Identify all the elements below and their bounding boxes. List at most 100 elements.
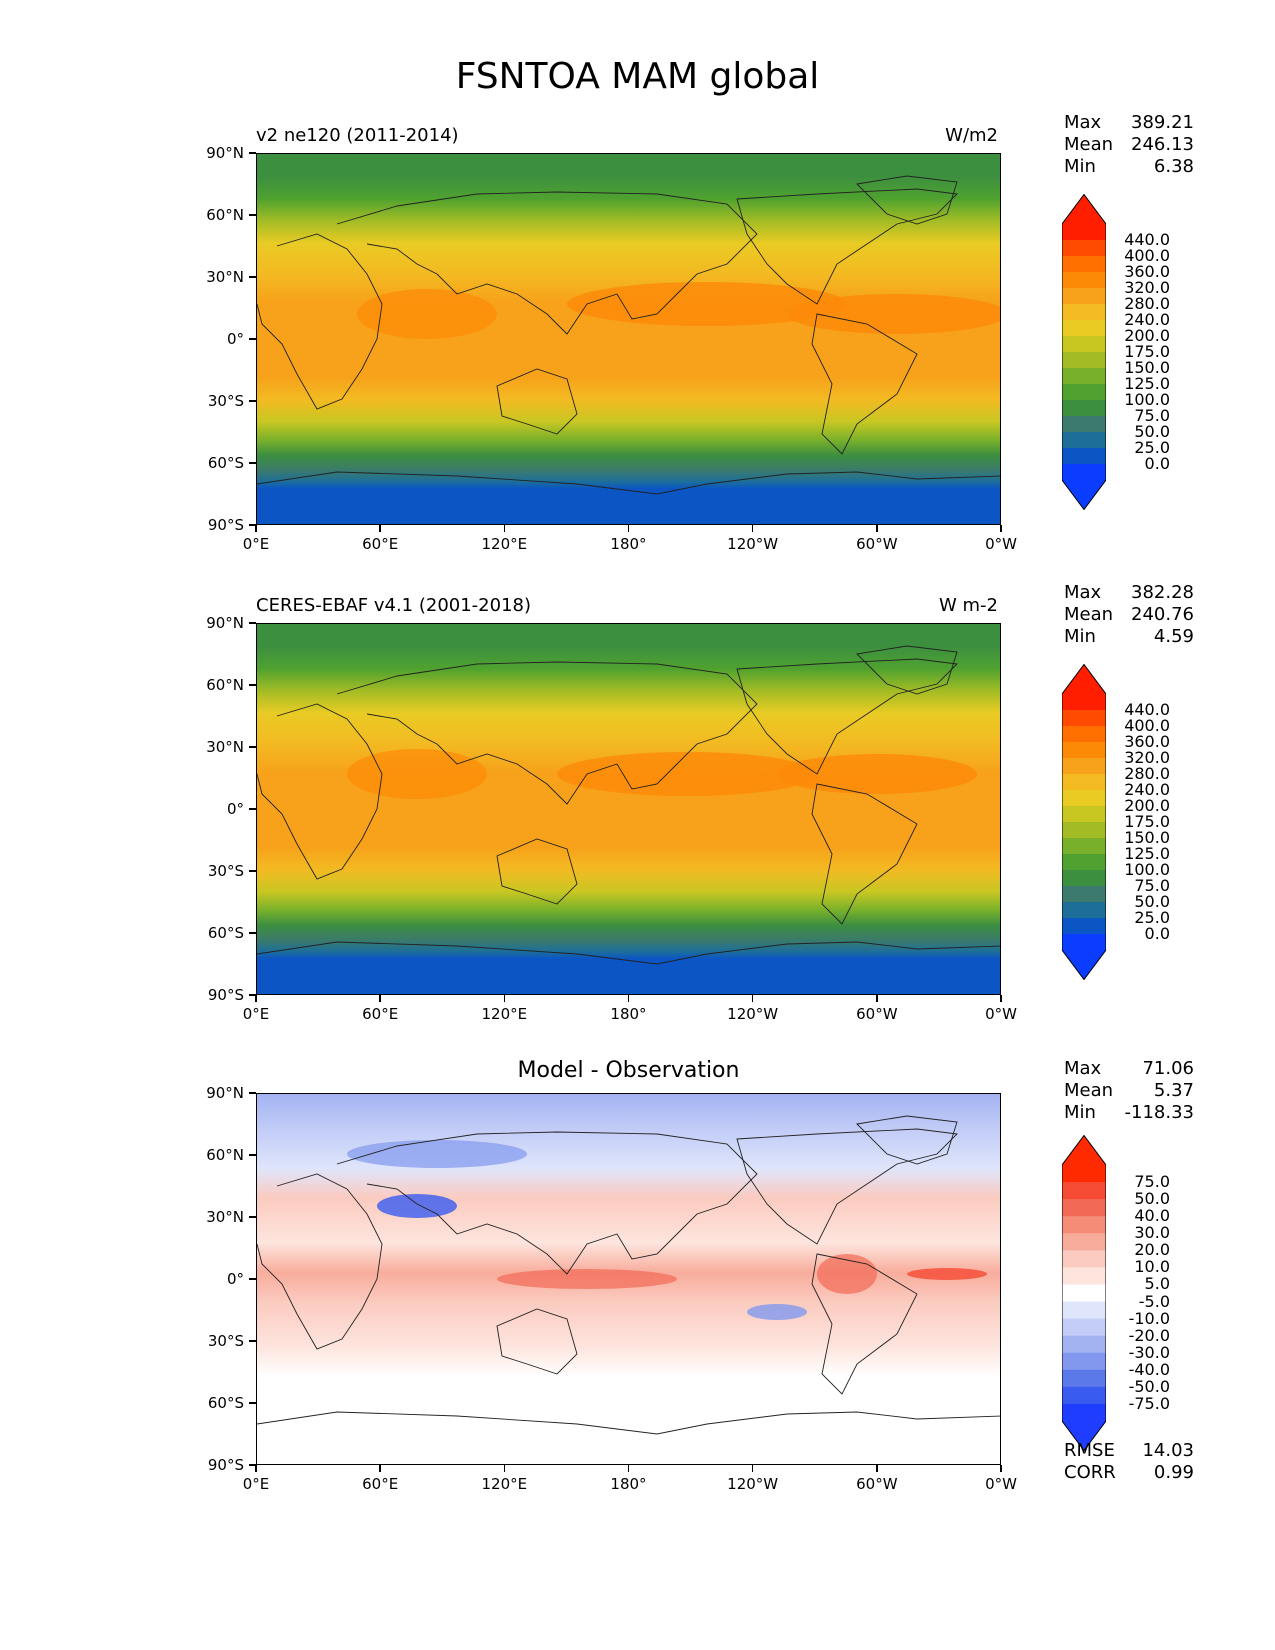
- colorbar-svg: [1061, 193, 1107, 511]
- colorbar-segment: [1062, 320, 1106, 337]
- colorbar-segment: [1062, 934, 1106, 951]
- colorbar-tick-label: 100.0: [1124, 860, 1170, 879]
- heatmap-observation: [257, 624, 1000, 994]
- colorbar-segment: [1062, 870, 1106, 887]
- lat-tick-mark: [249, 462, 256, 464]
- colorbar-tick-label: 75.0: [1134, 876, 1170, 895]
- lon-tick-label: 180°: [610, 1005, 647, 1023]
- colorbar-segment: [1062, 822, 1106, 839]
- colorbar-segment: [1062, 304, 1106, 321]
- lat-tick-mark: [249, 932, 256, 934]
- colorbar-segment: [1062, 352, 1106, 369]
- stat-label: Mean: [1064, 134, 1114, 155]
- lat-tick-label: 30°S: [207, 392, 244, 410]
- colorbar-tick-label: -10.0: [1128, 1308, 1170, 1328]
- colorbar-field: 440.0 400.0 360.0 320.0 280.0 240.0 200.0 175.0…: [1061, 193, 1170, 514]
- lon-tick-label: 120°E: [481, 535, 528, 553]
- lat-tick-mark: [249, 622, 256, 624]
- lat-tick-label: 90°N: [206, 1084, 244, 1102]
- colorbar-tick-label: 50.0: [1134, 892, 1170, 911]
- colorbar-segment: [1062, 790, 1106, 807]
- lat-tick-label: 90°S: [207, 516, 244, 534]
- colorbar-segment: [1062, 256, 1106, 273]
- lat-tick-label: 90°N: [206, 614, 244, 632]
- colorbar-extend-top: [1062, 664, 1106, 694]
- lon-tick-label: 0°E: [242, 1005, 270, 1023]
- colorbar-segment: [1062, 1386, 1106, 1405]
- colorbar-segment: [1062, 464, 1106, 481]
- lat-tick-mark: [249, 400, 256, 402]
- colorbar-segment: [1062, 854, 1106, 871]
- colorbar-tick-label: 10.0: [1134, 1257, 1170, 1277]
- colorbar-extend-bottom: [1062, 950, 1106, 980]
- stat-label: Max: [1064, 1058, 1102, 1079]
- lat-tick-mark: [249, 276, 256, 278]
- lon-tick-label: 60°E: [362, 1475, 399, 1493]
- lon-tick-label: 120°W: [727, 1005, 779, 1023]
- colorbar-segment: [1062, 1250, 1106, 1268]
- lon-tick-mark: [379, 995, 381, 1002]
- colorbar-segment: [1062, 272, 1106, 289]
- colorbar-extend-top: [1062, 194, 1106, 224]
- lat-tick-label: 30°N: [206, 268, 244, 286]
- lon-tick-label: 0°E: [242, 535, 270, 553]
- panel-observation: CERES-EBAF v4.1 (2001-2018) W m-2 Max 382…: [0, 470, 1275, 1023]
- colorbar-segment: [1062, 1352, 1106, 1371]
- panel-units: W/m2: [945, 125, 998, 146]
- colorbar-tick-label: 175.0: [1124, 342, 1170, 361]
- stats-block: Max 382.28 Mean 240.76 Min 4.59: [1064, 582, 1194, 648]
- colorbar-extend-bottom: [1062, 1421, 1106, 1451]
- lat-tick-label: 60°N: [206, 206, 244, 224]
- lon-tick-mark: [503, 1465, 506, 1472]
- stat-label: Min: [1064, 156, 1096, 177]
- lat-tick-mark: [249, 1340, 256, 1342]
- lon-tick-mark: [503, 995, 506, 1002]
- lat-tick-label: 30°S: [207, 862, 244, 880]
- lon-tick-label: 180°: [610, 535, 647, 553]
- stat-label: RMSE: [1064, 1440, 1115, 1461]
- lat-tick-mark: [249, 684, 256, 686]
- lat-tick-mark: [249, 524, 256, 526]
- stat-value: 71.06: [1142, 1058, 1194, 1079]
- lat-tick-mark: [249, 338, 256, 340]
- colorbar-segment: [1062, 368, 1106, 385]
- lat-tick-mark: [249, 808, 256, 810]
- lat-tick-mark: [249, 152, 256, 154]
- colorbar-segment: [1062, 742, 1106, 759]
- colorbar-tick-label: 0.0: [1144, 454, 1170, 473]
- stat-value: 0.99: [1153, 1462, 1194, 1483]
- colorbar-extend-bottom: [1062, 480, 1106, 510]
- stat-value: 246.13: [1131, 134, 1194, 155]
- colorbar-segment: [1062, 448, 1106, 465]
- colorbar-svg: [1061, 1134, 1107, 1452]
- stat-value: 4.59: [1153, 626, 1194, 647]
- stat-value: 382.28: [1131, 582, 1194, 603]
- lon-tick-mark: [379, 525, 381, 532]
- colorbar-segment: [1062, 694, 1106, 711]
- lat-tick-mark: [249, 994, 256, 996]
- stats-block: Max 389.21 Mean 246.13 Min 6.38: [1064, 112, 1194, 178]
- lon-tick-mark: [751, 1465, 754, 1472]
- lon-tick-mark: [876, 1465, 878, 1472]
- stat-value: 389.21: [1131, 112, 1194, 133]
- lon-tick-label: 180°: [610, 1475, 647, 1493]
- colorbar-tick-label: 30.0: [1134, 1223, 1170, 1243]
- colorbar-segment: [1062, 416, 1106, 433]
- colorbar-tick-label: 200.0: [1124, 326, 1170, 345]
- lon-tick-label: 0°W: [985, 535, 1017, 553]
- colorbar-tick-label: 150.0: [1124, 358, 1170, 377]
- lon-tick-label: 60°W: [856, 1475, 898, 1493]
- colorbar-tick-label: -30.0: [1128, 1342, 1170, 1362]
- lat-tick-mark: [249, 1154, 256, 1156]
- lon-tick-mark: [627, 1465, 630, 1472]
- lon-tick-mark: [627, 525, 630, 532]
- stat-value: 240.76: [1131, 604, 1194, 625]
- lat-tick-label: 90°S: [207, 1456, 244, 1474]
- lat-tick-mark: [249, 870, 256, 872]
- lon-tick-mark: [255, 525, 257, 532]
- colorbar-svg: [1061, 663, 1107, 981]
- colorbar-tick-label: 280.0: [1124, 294, 1170, 313]
- map-difference: [256, 1093, 1001, 1465]
- lat-tick-label: 30°N: [206, 1208, 244, 1226]
- lat-tick-label: 60°S: [207, 454, 244, 472]
